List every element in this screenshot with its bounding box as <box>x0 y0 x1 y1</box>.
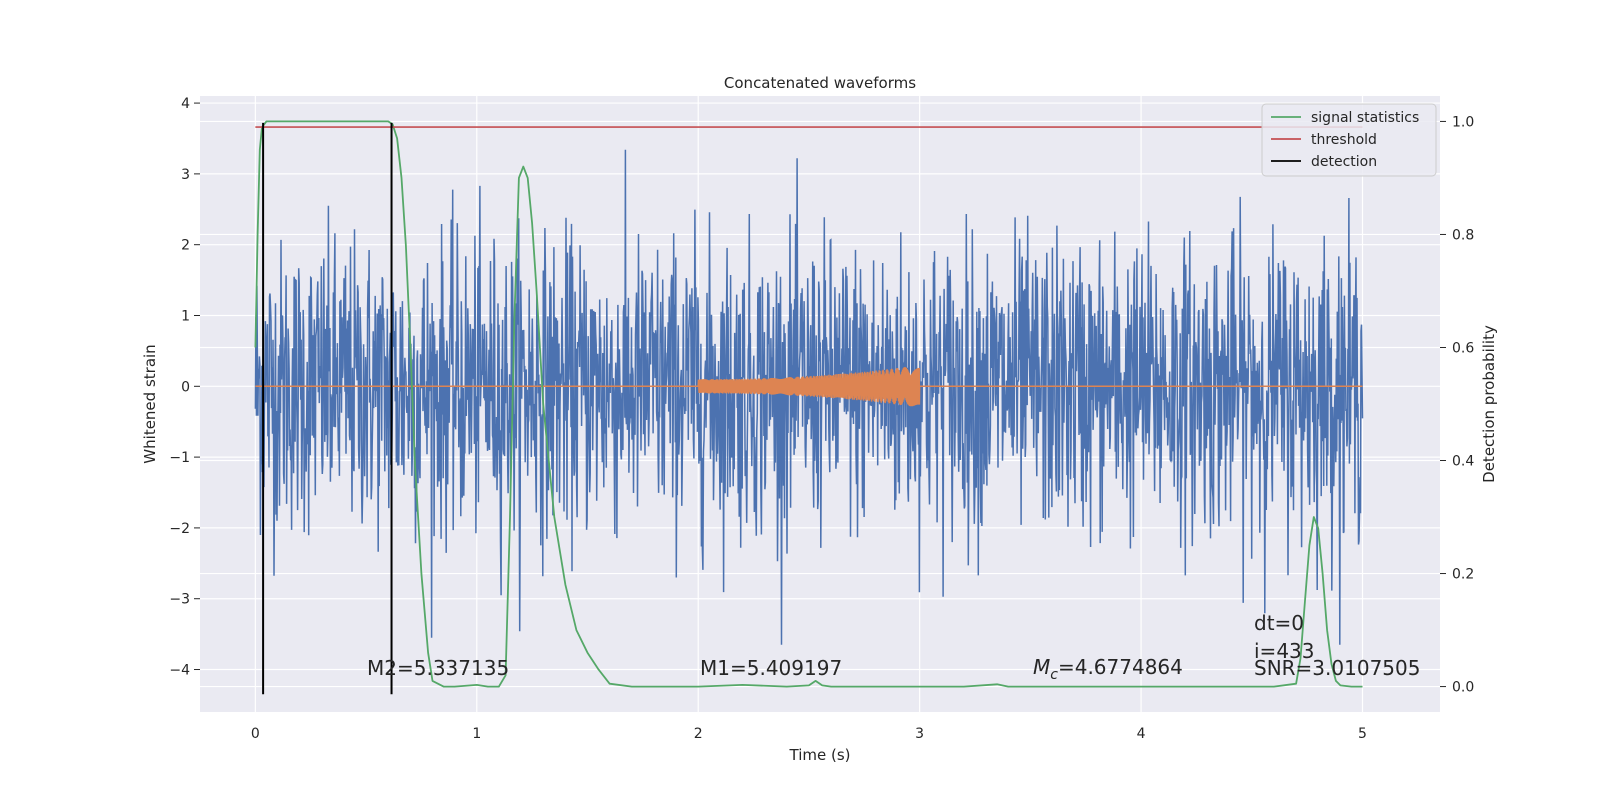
y-tick-label: 3 <box>181 167 190 183</box>
chart-title: Concatenated waveforms <box>724 74 916 92</box>
y-axis-label: Whitened strain <box>141 344 159 463</box>
mc-symbol: M <box>1033 655 1050 679</box>
legend: signal statistics threshold detection <box>1261 103 1437 177</box>
injection-series <box>255 367 1363 407</box>
mc-value: =4.6774864 <box>1058 655 1183 679</box>
y-right-tick-label: 0.0 <box>1452 680 1474 696</box>
injection-chirp <box>697 367 921 407</box>
x-tick-label: 5 <box>1358 726 1367 742</box>
y-tick-label: 2 <box>181 238 190 254</box>
y-right-tick-label: 0.2 <box>1452 567 1474 583</box>
y-right-tick-label: 1.0 <box>1452 114 1474 130</box>
y-tick-label: −2 <box>169 521 190 537</box>
legend-label-detection: detection <box>1311 154 1377 170</box>
y-tick-label: −4 <box>169 663 190 679</box>
dt-annotation: dt=0 <box>1254 611 1304 635</box>
y-tick-label: 0 <box>181 379 190 395</box>
legend-label-signal-statistics: signal statistics <box>1311 110 1419 126</box>
i-annotation: i=433 <box>1254 639 1315 663</box>
legend-box <box>1261 103 1437 177</box>
legend-label-threshold: threshold <box>1311 132 1377 148</box>
y-tick-label: −3 <box>169 592 190 608</box>
y-tick-label: 4 <box>181 96 190 112</box>
x-tick-label: 1 <box>472 726 481 742</box>
signal-statistics-line <box>254 120 1363 688</box>
y-right-tick-label: 0.4 <box>1452 454 1474 470</box>
axis-ticks: 0 1 2 3 4 5 4 3 2 1 0 −1 −2 −3 −4 1.0 0.8 0.6 0.4 0.2 0.0 <box>169 96 1474 742</box>
mc-subscript: c <box>1050 667 1058 683</box>
y-axis-right-label: Detection probability <box>1480 325 1498 483</box>
signal-statistics-series <box>254 120 1363 688</box>
y-tick-label: −1 <box>169 450 190 466</box>
y-right-tick-label: 0.6 <box>1452 340 1474 356</box>
detection-series <box>262 122 393 695</box>
y-right-tick-label: 0.8 <box>1452 227 1474 243</box>
x-tick-label: 4 <box>1137 726 1146 742</box>
m1-annotation: M1=5.409197 <box>700 656 842 680</box>
x-axis-label: Time (s) <box>789 746 851 764</box>
mc-annotation: Mc=4.6774864 <box>1033 655 1183 683</box>
x-tick-label: 2 <box>694 726 703 742</box>
x-tick-label: 3 <box>915 726 924 742</box>
y-tick-label: 1 <box>181 308 190 324</box>
x-tick-label: 0 <box>251 726 260 742</box>
m2-annotation: M2=5.337135 <box>367 656 509 680</box>
snr-annotation: SNR=3.0107505 <box>1254 656 1420 680</box>
